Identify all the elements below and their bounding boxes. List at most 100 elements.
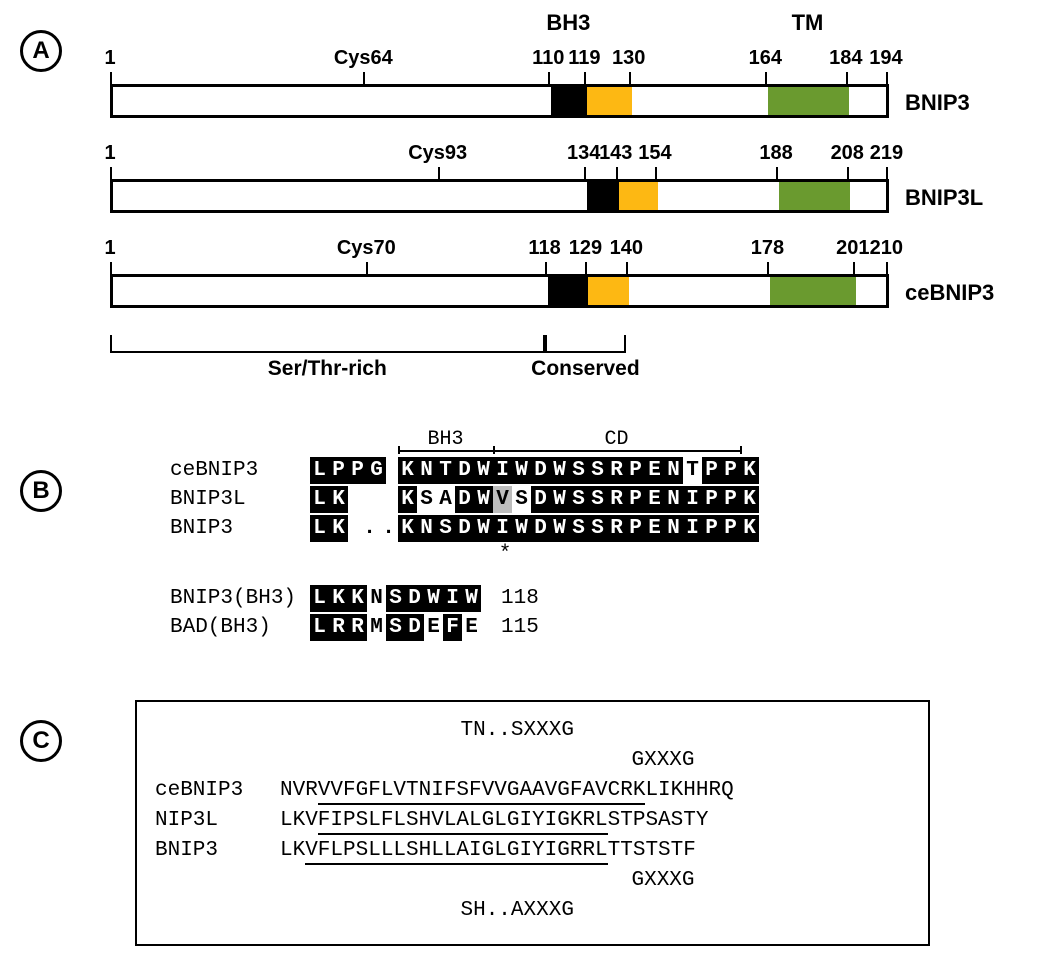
- alignment-row: BAD(BH3)LRRMSDEFE115: [170, 613, 930, 642]
- residue: K: [398, 486, 417, 513]
- protein-tracks: 1Cys64110119130164184194BNIP31Cys9313414…: [110, 44, 990, 329]
- panel-label-a: A: [20, 30, 62, 72]
- residue: S: [588, 486, 607, 513]
- tm-seq: LKVFLPSLLLSHLLAIGLGIYIGRRLTTSTSTF: [280, 836, 696, 866]
- tick-label: 143: [599, 142, 632, 165]
- tick: [616, 167, 618, 179]
- residue: K: [329, 486, 348, 513]
- alignment-pos: 118: [501, 584, 539, 613]
- tick-label: 134: [567, 142, 600, 165]
- bh3-label: BH3: [428, 428, 464, 451]
- residue: E: [462, 614, 481, 641]
- residue: K: [740, 515, 759, 542]
- residue: P: [329, 457, 348, 484]
- tick: [584, 167, 586, 179]
- header-tm: TM: [792, 10, 824, 36]
- residue: [379, 486, 398, 513]
- tm-alignment: TN..SXXXGGXXXGceBNIP3NVRVVFGFLVTNIFSFVVG…: [155, 716, 910, 926]
- residue: K: [740, 457, 759, 484]
- residue: K: [740, 486, 759, 513]
- tick-label: 129: [569, 237, 602, 260]
- residue: W: [474, 515, 493, 542]
- motif-text: GXXXG: [632, 746, 695, 776]
- residue: R: [607, 486, 626, 513]
- protein-name: BNIP3L: [905, 185, 983, 211]
- tick-label: Cys70: [337, 237, 396, 260]
- residue: M: [367, 614, 386, 641]
- residue: R: [348, 614, 367, 641]
- tick-label: 1: [104, 47, 115, 70]
- tick: [776, 167, 778, 179]
- tick-label: 154: [638, 142, 671, 165]
- residue: K: [348, 585, 367, 612]
- residue: E: [424, 614, 443, 641]
- residue: K: [329, 515, 348, 542]
- tick-label: Cys64: [334, 47, 393, 70]
- tick: [626, 262, 628, 274]
- tick: [438, 167, 440, 179]
- brace-label: Ser/Thr-rich: [268, 357, 387, 381]
- residue: S: [436, 515, 455, 542]
- residue: E: [645, 457, 664, 484]
- tick-label: 130: [612, 47, 645, 70]
- motif-row: TN..SXXXG: [155, 716, 910, 746]
- protein-track: 1Cys93134143154188208219BNIP3L: [110, 139, 990, 234]
- residue: I: [443, 585, 462, 612]
- tm-underline: [318, 833, 608, 835]
- residue: W: [512, 457, 531, 484]
- residue: E: [645, 515, 664, 542]
- residue: R: [607, 457, 626, 484]
- motif-row: GXXXG: [155, 746, 910, 776]
- panel-label-a-text: A: [32, 37, 49, 65]
- residue: W: [550, 486, 569, 513]
- residue: N: [367, 585, 386, 612]
- protein-name: ceBNIP3: [905, 280, 994, 306]
- alignment-star: *: [310, 543, 930, 566]
- residue: D: [455, 486, 474, 513]
- alignment-seq: LKKNSDWIW: [310, 585, 481, 612]
- tm-seq: NVRVVFGFLVTNIFSFVVGAAVGFAVCRKLIKHHRQ: [280, 776, 734, 806]
- alignment-seq: LKKSADWVSDWSSRPENIPPK: [310, 486, 759, 513]
- tm-row: BNIP3LKVFLPSLLLSHLLAIGLGIYIGRRLTTSTSTF: [155, 836, 910, 866]
- residue: S: [417, 486, 436, 513]
- tick-label: 201: [836, 237, 869, 260]
- tick: [765, 72, 767, 84]
- brace-row: Ser/Thr-richConserved: [110, 335, 890, 395]
- tick-label: 208: [831, 142, 864, 165]
- alignment-seq: LPPGKNTDWIWDWSSRPENTPPK: [310, 457, 759, 484]
- residue: P: [626, 486, 645, 513]
- tick-label: Cys93: [408, 142, 467, 165]
- tick: [847, 167, 849, 179]
- tick: [846, 72, 848, 84]
- residue: L: [310, 486, 329, 513]
- residue: S: [588, 515, 607, 542]
- residue: K: [398, 457, 417, 484]
- residue: G: [367, 457, 386, 484]
- protein-track: 1Cys70118129140178201210ceBNIP3: [110, 234, 990, 329]
- residue: V: [493, 486, 512, 513]
- residue: E: [645, 486, 664, 513]
- residue: L: [310, 585, 329, 612]
- residue: W: [424, 585, 443, 612]
- tm-row: NIP3LLKVFIPSLFLSHVLALGLGIYIGKRLSTPSASTY: [155, 806, 910, 836]
- alignment-row: BNIP3LLKKSADWVSDWSSRPENIPPK: [170, 485, 930, 514]
- residue: .: [379, 515, 398, 542]
- residue: N: [417, 457, 436, 484]
- panel-b: BH3CD ceBNIP3LPPGKNTDWIWDWSSRPENTPPKBNIP…: [170, 430, 930, 642]
- residue: T: [683, 457, 702, 484]
- domain-bh3: [548, 277, 589, 305]
- residue: I: [683, 515, 702, 542]
- tick-label: 164: [749, 47, 782, 70]
- tick-label: 1: [104, 237, 115, 260]
- residue: F: [443, 614, 462, 641]
- panel-label-c: C: [20, 720, 62, 762]
- residue: L: [310, 457, 329, 484]
- residue: A: [436, 486, 455, 513]
- residue: W: [550, 457, 569, 484]
- domain-tm: [779, 182, 850, 210]
- residue: N: [664, 486, 683, 513]
- residue: T: [436, 457, 455, 484]
- residue: P: [702, 486, 721, 513]
- residue: S: [569, 486, 588, 513]
- tick-label: 118: [528, 237, 560, 260]
